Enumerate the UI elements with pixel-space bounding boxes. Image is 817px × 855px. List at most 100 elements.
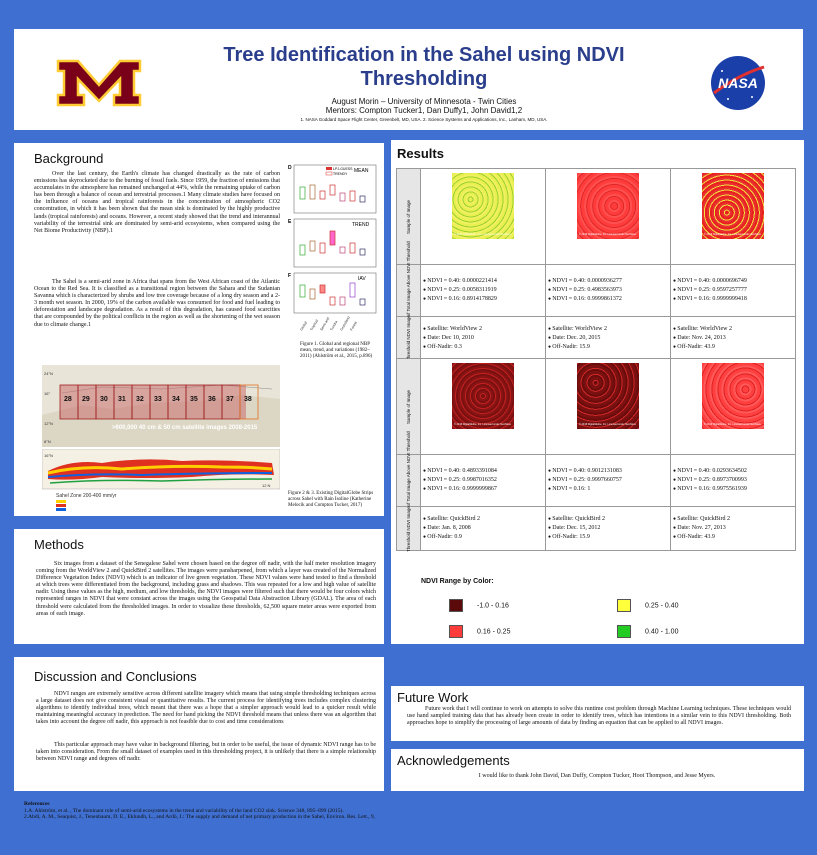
table-cell: © 2016 DigitalGlobe, Inc. Licensed under…	[670, 358, 796, 455]
legend-item: 0.25 - 0.40	[617, 599, 678, 612]
table-cell: Sample of Image	[405, 199, 411, 234]
methods-heading: Methods	[34, 537, 84, 552]
nasa-logo-text: NASA	[718, 75, 758, 91]
svg-text:Forest: Forest	[349, 321, 357, 332]
list-item: Date: Nov. 24, 2013	[673, 334, 793, 343]
strip-28: 28	[64, 396, 72, 403]
svg-text:Global: Global	[299, 321, 308, 332]
panel-mean-label: MEAN	[354, 168, 369, 174]
legend-2: TRENDY	[333, 172, 348, 176]
table-cell: Satellite: QuickBird 2Date: Dec. 15, 201…	[545, 506, 671, 551]
acknowledgements-text: I would like to thank John David, Dan Du…	[478, 773, 716, 779]
results-section: Results Sample of Image © 2016 DigitalGl…	[391, 140, 804, 644]
discussion-paragraph-1: NDVI ranges are extremely sensitive acro…	[36, 691, 376, 726]
sample-image-1: © 2016 DigitalGlobe, Inc. Licensed under…	[452, 173, 514, 239]
figure-2-caption: Figure 2 & 3. Existing DigitalGlobe Stri…	[288, 491, 374, 508]
future-work-section: Future Work Future work that I will cont…	[391, 686, 804, 741]
list-item: NDVI = 0.40: 0.0000696749	[673, 277, 793, 286]
table-cell: NDVI = 0.40: 0.9012131083NDVI = 0.25: 0.…	[545, 454, 671, 507]
affiliations: 1. NASA Goddard Space Flight Center, Gre…	[300, 117, 548, 122]
acknowledgements-heading: Acknowledgements	[397, 753, 510, 768]
list-item: NDVI = 0.40: 0.0293634502	[673, 467, 793, 476]
table-cell: NDVI = 0.40: 0.4893391084NDVI = 0.25: 0.…	[420, 454, 546, 507]
watermark: © 2016 DigitalGlobe, Inc. Licensed under…	[579, 423, 636, 426]
list-item: Satellite: WorldView 2	[548, 325, 668, 334]
discussion-heading: Discussion and Conclusions	[34, 669, 197, 684]
row-label: Threshold NDVI Image	[396, 506, 421, 551]
table-cell: Satellite: QuickBird 2Date: Nov. 27, 201…	[670, 506, 796, 551]
reference-2: 2.Abdi, A. M., Seaquist, J., Tenenbaum, …	[24, 814, 376, 820]
sample-image-2: © 2016 DigitalGlobe, Inc. Licensed under…	[577, 173, 639, 239]
list-item: Off-Nadir: 43.9	[673, 343, 793, 352]
sample-image-6: © 2016 DigitalGlobe, Inc. Licensed under…	[702, 363, 764, 429]
acknowledgements-section: Acknowledgements I would like to thank J…	[391, 749, 804, 791]
results-heading: Results	[397, 146, 444, 161]
table-cell: © 2016 DigitalGlobe, Inc. Licensed under…	[670, 168, 796, 265]
background-heading: Background	[34, 151, 104, 166]
references-heading: References	[24, 801, 50, 807]
list-item: NDVI = 0.25: 0.9987016352	[423, 476, 543, 485]
lat-label-1: 24°N	[44, 371, 53, 376]
list-item: NDVI = 0.40: 0.4893391084	[423, 467, 543, 476]
svg-text:Semi-arid: Semi-arid	[319, 316, 330, 331]
table-row: Threshold NDVI Image Satellite: WorldVie…	[396, 314, 796, 361]
table-cell: Threshold NDVI Image	[405, 314, 411, 361]
list-item: Off-Nadir: 15.9	[548, 343, 668, 352]
list-item: Off-Nadir: 0.9	[423, 533, 543, 542]
list-item: NDVI = 0.25: 0.8973700993	[673, 476, 793, 485]
row-label: Sample of Image	[396, 358, 421, 455]
panel-trend-label: TREND	[352, 222, 370, 228]
legend-swatch	[617, 625, 631, 638]
future-work-heading: Future Work	[397, 690, 469, 705]
legend-swatch	[449, 625, 463, 638]
list-item: NDVI = 0.25: 0.4983563973	[548, 286, 668, 295]
legend-title: NDVI Range by Color:	[421, 578, 494, 585]
row-label: Threshold NDVI Image	[396, 314, 421, 361]
discussion-paragraph-2: This particular approach may have value …	[36, 742, 376, 763]
background-section: Background Over the last century, the Ea…	[14, 143, 384, 516]
methods-text: Six images from a dataset of the Senegal…	[36, 561, 376, 617]
figure-1-nbp-chart: D MEAN LPJ-GUESS TRENDY E TREND F IAV	[288, 164, 377, 332]
results-table: Sample of Image © 2016 DigitalGlobe, Inc…	[396, 168, 796, 551]
watermark: © 2016 DigitalGlobe, Inc. Licensed under…	[454, 423, 511, 426]
table-cell: © 2016 DigitalGlobe, Inc. Licensed under…	[545, 168, 671, 265]
strip-29: 29	[82, 396, 90, 403]
strip-31: 31	[118, 396, 126, 403]
list-item: Date: Dec. 15, 2012	[548, 524, 668, 533]
agency-logo: NASA	[711, 56, 765, 110]
table-row: Percentage of Total Image Above NDVI Thr…	[396, 241, 796, 340]
strip-30: 30	[100, 396, 108, 403]
list-item: NDVI = 0.16: 0.8914178829	[423, 295, 543, 304]
list-item: Satellite: QuickBird 2	[673, 515, 793, 524]
strip-37: 37	[226, 396, 234, 403]
poster-header: Tree Identification in the Sahel using N…	[14, 29, 803, 130]
background-paragraph-2: The Sahel is a semi-arid zone in Africa …	[34, 279, 280, 328]
strip-36: 36	[208, 396, 216, 403]
author-line: August Morin – University of Minnesota -…	[184, 97, 664, 115]
list-item: NDVI = 0.16: 1	[548, 485, 668, 494]
table-row: Sample of Image © 2016 DigitalGlobe, Inc…	[396, 168, 796, 265]
mentors: Mentors: Compton Tucker1, Dan Duffy1, Jo…	[325, 106, 523, 115]
sample-image-5: © 2016 DigitalGlobe, Inc. Licensed under…	[577, 363, 639, 429]
list-item: Date: Dec 10, 2010	[423, 334, 543, 343]
strip-33: 33	[154, 396, 162, 403]
table-row: Percentage of Total Image Above NDVI Thr…	[396, 431, 796, 530]
row-label: Percentage of Total Image Above NDVI Thr…	[396, 241, 421, 340]
row-label: Sample of Image	[396, 168, 421, 265]
list-item: NDVI = 0.16: 0.9999999418	[673, 295, 793, 304]
author: August Morin – University of Minnesota -…	[331, 97, 517, 106]
list-item: Satellite: WorldView 2	[673, 325, 793, 334]
legend-item: -1.0 - 0.16	[449, 599, 509, 612]
list-item: Date: Nov. 27, 2013	[673, 524, 793, 533]
list-item: NDVI = 0.25: 0.0058311919	[423, 286, 543, 295]
legend-1: LPJ-GUESS	[333, 167, 353, 171]
background-paragraph-1: Over the last century, the Earth's clima…	[34, 171, 280, 234]
legend-swatch	[449, 599, 463, 612]
figure-1-caption: Figure 1. Global and regional NBP mean, …	[300, 342, 373, 359]
watermark: © 2016 DigitalGlobe, Inc. Licensed under…	[704, 233, 761, 236]
svg-text:Tropical: Tropical	[309, 319, 319, 332]
list-item: Date: Dec. 20, 2015	[548, 334, 668, 343]
university-logo	[56, 59, 142, 107]
list-item: Satellite: QuickBird 2	[423, 515, 543, 524]
table-cell: Sample of Image	[405, 389, 411, 424]
